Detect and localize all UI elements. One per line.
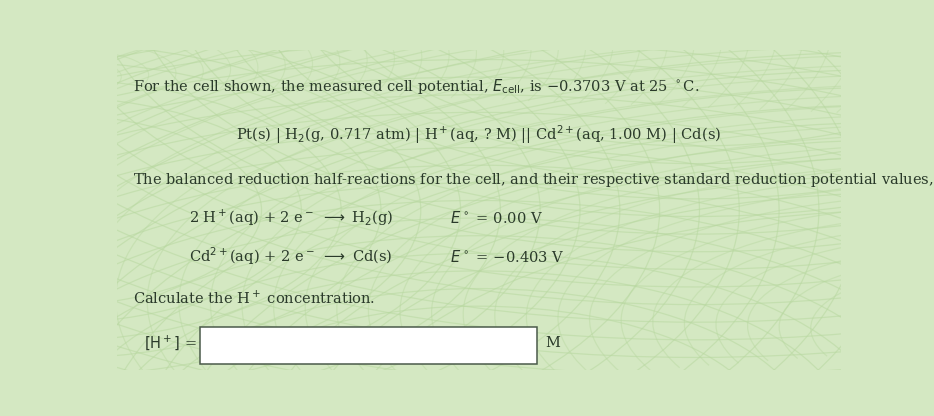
Text: $\left[\mathrm{H}^+\right]$ =: $\left[\mathrm{H}^+\right]$ = (144, 334, 197, 352)
Text: Pt(s) | H$_2$(g, 0.717 atm) | H$^+$(aq, ? M) || Cd$^{2+}$(aq, 1.00 M) | Cd(s): Pt(s) | H$_2$(g, 0.717 atm) | H$^+$(aq, … (236, 124, 721, 146)
FancyBboxPatch shape (200, 327, 537, 364)
Text: For the cell shown, the measured cell potential, $E_\mathrm{cell}$, is $-$0.3703: For the cell shown, the measured cell po… (133, 77, 699, 96)
Text: $E^\circ$ = 0.00 V: $E^\circ$ = 0.00 V (450, 210, 543, 226)
Text: M: M (545, 336, 560, 350)
Text: $E^\circ$ = $-$0.403 V: $E^\circ$ = $-$0.403 V (450, 248, 564, 265)
Text: 2 H$^+$(aq) + 2 e$^-$ $\longrightarrow$ H$_2$(g): 2 H$^+$(aq) + 2 e$^-$ $\longrightarrow$ … (189, 208, 393, 228)
Text: Cd$^{2+}$(aq) + 2 e$^-$ $\longrightarrow$ Cd(s): Cd$^{2+}$(aq) + 2 e$^-$ $\longrightarrow… (189, 246, 392, 267)
Text: The balanced reduction half-reactions for the cell, and their respective standar: The balanced reduction half-reactions fo… (133, 170, 934, 189)
Text: Calculate the H$^+$ concentration.: Calculate the H$^+$ concentration. (133, 290, 375, 307)
